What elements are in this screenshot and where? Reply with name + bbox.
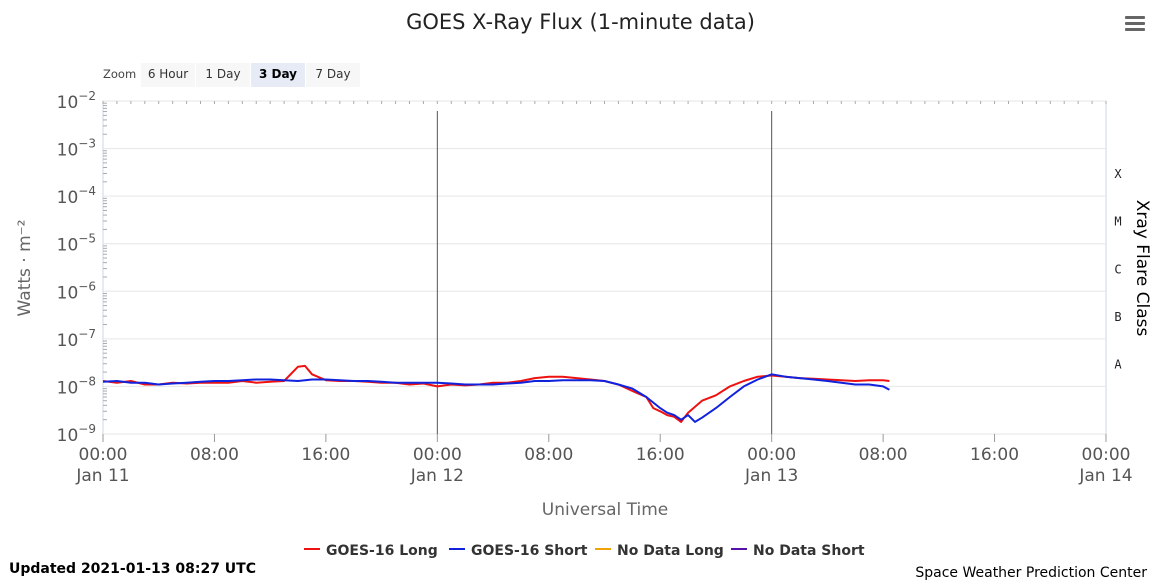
x-tick-label: 08:00 [190, 445, 239, 465]
updated-timestamp: Updated 2021-01-13 08:27 UTC [9, 561, 256, 577]
flare-class-label: M [1114, 215, 1121, 229]
x-tick-label: 16:00 [301, 445, 350, 465]
x-tick-label: 00:00 [1082, 445, 1131, 465]
plot-frame [102, 100, 1107, 435]
x-tick-label: 16:00 [636, 445, 685, 465]
legend-label-nodata-short: No Data Short [753, 543, 865, 559]
series-line-goes16-short [102, 373, 890, 423]
x-tick-label: 00:00 [79, 445, 128, 465]
credit-text: Space Weather Prediction Center [915, 565, 1147, 581]
flare-class-label: X [1114, 167, 1122, 181]
y-tick-label: 10−6 [57, 279, 96, 303]
legend-swatch-nodata-long [595, 548, 611, 550]
x-axis-title: Universal Time [542, 500, 668, 520]
y-tick-label: 10−8 [57, 374, 96, 398]
zoom-label: Zoom [103, 67, 137, 81]
y2-axis-title: Xray Flare Class [1132, 200, 1152, 337]
y-tick-label: 10−3 [57, 137, 96, 161]
x-tick-date-label: Jan 14 [1078, 466, 1132, 486]
legend-swatch-nodata-short [731, 548, 747, 550]
zoom-1-day-button[interactable]: 1 Day [196, 63, 250, 87]
hamburger-menu-icon[interactable] [1125, 16, 1145, 34]
legend-goes16-long[interactable]: GOES-16 Long [304, 543, 438, 559]
legend-label-nodata-long: No Data Long [617, 543, 724, 559]
series-line-goes16-long [102, 364, 890, 423]
legend-no-data-short[interactable]: No Data Short [731, 543, 865, 559]
legend-swatch-long [304, 548, 320, 550]
zoom-7-day-button[interactable]: 7 Day [306, 63, 360, 87]
x-tick-label: 16:00 [970, 445, 1019, 465]
chart-legend: GOES-16 Long GOES-16 Short No Data Long … [0, 543, 1161, 563]
y-tick-label: 10−5 [57, 232, 96, 256]
flare-class-label: A [1114, 357, 1122, 371]
y-tick-label: 10−2 [57, 89, 96, 113]
x-tick-date-label: Jan 11 [75, 466, 129, 486]
x-tick-label: 00:00 [747, 445, 796, 465]
y-tick-label: 10−7 [57, 327, 96, 351]
flare-class-label: B [1114, 310, 1121, 324]
legend-swatch-short [449, 548, 465, 550]
flare-class-label: C [1114, 262, 1121, 276]
legend-no-data-long[interactable]: No Data Long [595, 543, 724, 559]
x-tick-date-label: Jan 12 [410, 466, 464, 486]
legend-goes16-short[interactable]: GOES-16 Short [449, 543, 587, 559]
zoom-3-day-button[interactable]: 3 Day [251, 63, 305, 87]
y-tick-label: 10−4 [57, 184, 96, 208]
x-tick-label: 08:00 [859, 445, 908, 465]
zoom-6-hour-button[interactable]: 6 Hour [141, 63, 195, 87]
x-tick-label: 08:00 [524, 445, 573, 465]
legend-label-long: GOES-16 Long [326, 543, 438, 559]
y-axis-title: Watts · m⁻² [15, 220, 35, 317]
x-tick-date-label: Jan 13 [744, 466, 798, 486]
x-tick-label: 00:00 [413, 445, 462, 465]
chart-title: GOES X-Ray Flux (1-minute data) [406, 10, 755, 34]
legend-label-short: GOES-16 Short [471, 543, 588, 559]
y-tick-label: 10−9 [57, 422, 96, 446]
